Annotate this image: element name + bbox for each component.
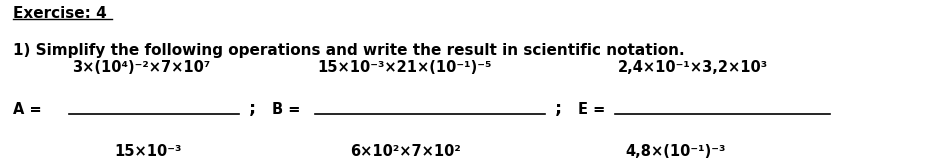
Text: 15×10⁻³: 15×10⁻³ [114,144,181,159]
Text: 3×(10⁴)⁻²×7×10⁷: 3×(10⁴)⁻²×7×10⁷ [72,60,211,75]
Text: 1) Simplify the following operations and write the result in scientific notation: 1) Simplify the following operations and… [12,43,684,58]
Text: ;: ; [555,100,562,118]
Text: 6×10²×7×10²: 6×10²×7×10² [349,144,461,159]
Text: 15×10⁻³×21×(10⁻¹)⁻⁵: 15×10⁻³×21×(10⁻¹)⁻⁵ [317,60,492,75]
Text: 2,4×10⁻¹×3,2×10³: 2,4×10⁻¹×3,2×10³ [618,60,768,75]
Text: 4,8×(10⁻¹)⁻³: 4,8×(10⁻¹)⁻³ [626,144,726,159]
Text: Exercise: 4: Exercise: 4 [12,6,107,21]
Text: E =: E = [579,102,606,117]
Text: ;: ; [249,100,256,118]
Text: B =: B = [273,102,301,117]
Text: A =: A = [12,102,42,117]
